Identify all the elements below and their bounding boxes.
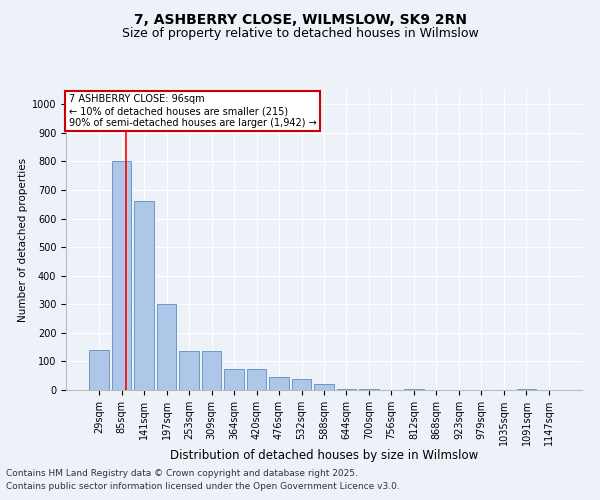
- Bar: [179, 352, 199, 390]
- Bar: [359, 388, 379, 390]
- Bar: [202, 352, 221, 390]
- Bar: [337, 388, 356, 390]
- Text: 7 ASHBERRY CLOSE: 96sqm
← 10% of detached houses are smaller (215)
90% of semi-d: 7 ASHBERRY CLOSE: 96sqm ← 10% of detache…: [68, 94, 316, 128]
- Bar: [292, 378, 311, 390]
- Text: Contains public sector information licensed under the Open Government Licence v3: Contains public sector information licen…: [6, 482, 400, 491]
- Bar: [224, 368, 244, 390]
- Text: Size of property relative to detached houses in Wilmslow: Size of property relative to detached ho…: [122, 28, 478, 40]
- X-axis label: Distribution of detached houses by size in Wilmslow: Distribution of detached houses by size …: [170, 450, 478, 462]
- Bar: [269, 377, 289, 390]
- Y-axis label: Number of detached properties: Number of detached properties: [17, 158, 28, 322]
- Bar: [404, 388, 424, 390]
- Bar: [247, 368, 266, 390]
- Bar: [134, 202, 154, 390]
- Bar: [157, 304, 176, 390]
- Bar: [112, 162, 131, 390]
- Bar: [314, 384, 334, 390]
- Bar: [89, 350, 109, 390]
- Text: Contains HM Land Registry data © Crown copyright and database right 2025.: Contains HM Land Registry data © Crown c…: [6, 468, 358, 477]
- Bar: [517, 388, 536, 390]
- Text: 7, ASHBERRY CLOSE, WILMSLOW, SK9 2RN: 7, ASHBERRY CLOSE, WILMSLOW, SK9 2RN: [133, 12, 467, 26]
